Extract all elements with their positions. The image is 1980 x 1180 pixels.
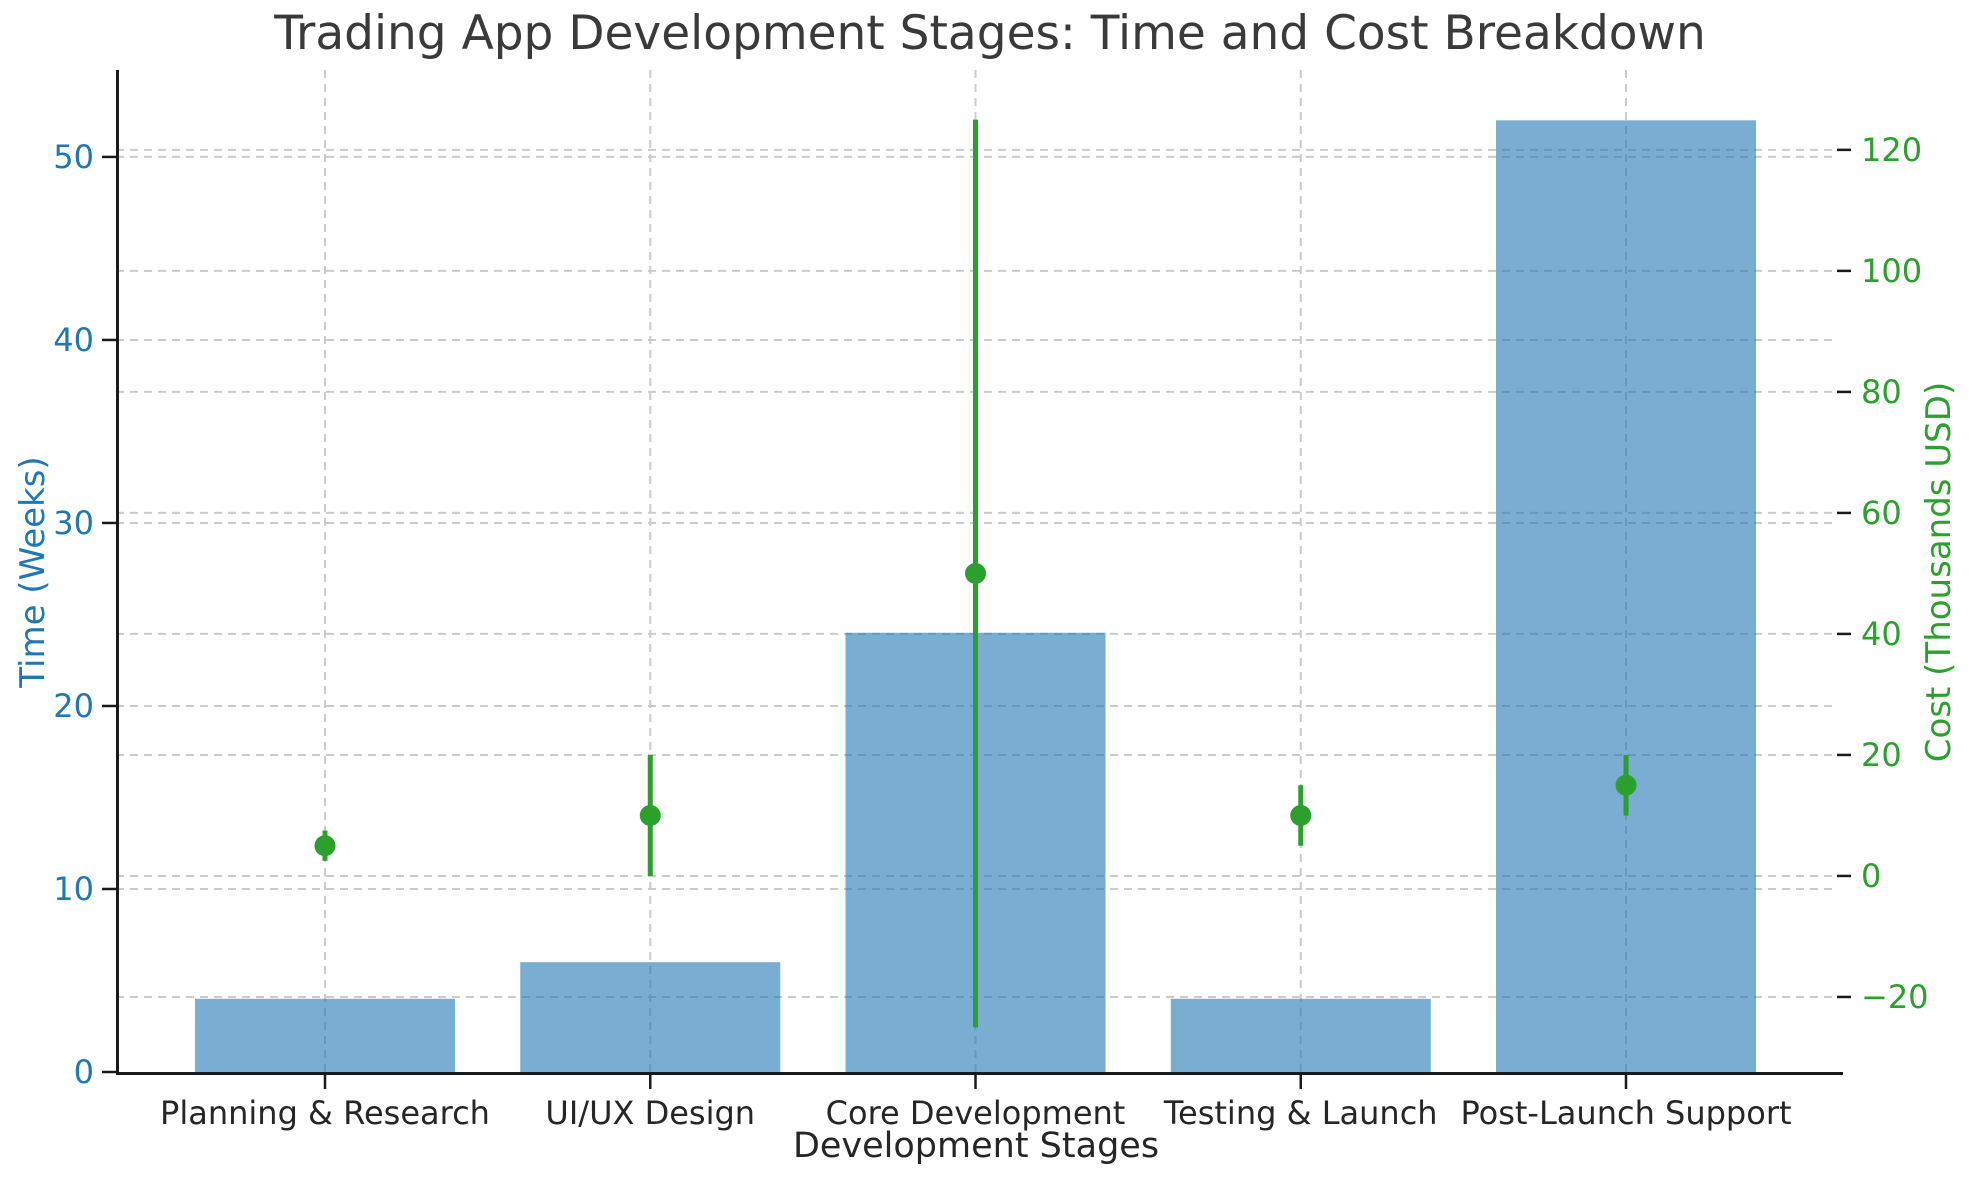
right-tick-label: 20 — [1861, 736, 1902, 774]
right-tick-label: 100 — [1861, 252, 1922, 290]
right-tick-label: 80 — [1861, 373, 1902, 411]
left-tick-label: 30 — [53, 504, 94, 542]
chart-title: Trading App Development Stages: Time and… — [274, 6, 1706, 61]
cost-marker — [1290, 804, 1312, 826]
right-tick-label: 120 — [1861, 131, 1922, 169]
cost-marker — [314, 835, 336, 857]
x-tick-label: Post-Launch Support — [1460, 1094, 1791, 1132]
left-tick-label: 50 — [53, 138, 94, 176]
cost-marker — [1615, 774, 1637, 796]
right-tick-label: 60 — [1861, 494, 1902, 532]
left-tick-label: 0 — [74, 1053, 94, 1091]
cost-marker — [965, 562, 986, 584]
right-tick-label: 0 — [1861, 857, 1881, 895]
left-tick-label: 40 — [53, 321, 94, 359]
time-bar — [1496, 120, 1756, 1073]
right-tick-label: −20 — [1861, 978, 1929, 1016]
x-tick-label: UI/UX Design — [545, 1094, 755, 1132]
y-axis-label-left: Time (Weeks) — [13, 456, 53, 688]
time-bar — [1170, 998, 1431, 1072]
left-tick-label: 10 — [53, 870, 94, 908]
right-tick-label: 40 — [1861, 615, 1902, 653]
x-axis-label: Development Stages — [792, 1126, 1160, 1166]
y-axis-label-right: Cost (Thousands USD) — [1919, 381, 1959, 763]
x-tick-label: Planning & Research — [160, 1094, 490, 1132]
left-tick-label: 20 — [53, 687, 94, 725]
x-tick-label: Testing & Launch — [1163, 1094, 1438, 1132]
time-bar — [195, 998, 455, 1072]
time-bar — [520, 962, 781, 1072]
cost-marker — [639, 804, 661, 826]
x-tick-label: Core Development — [826, 1094, 1126, 1132]
